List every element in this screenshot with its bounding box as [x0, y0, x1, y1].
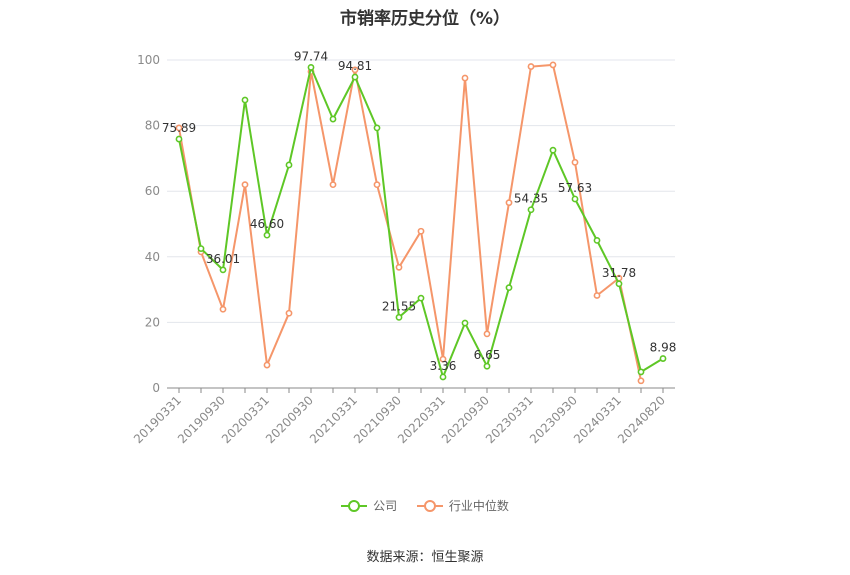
point-industry-median — [417, 227, 425, 235]
legend-company-label: 公司 — [373, 499, 398, 513]
legend: 公司 行业中位数 — [0, 497, 850, 516]
point-company — [417, 294, 425, 302]
line-chart: 0204060801002019033120190930202003312020… — [131, 49, 677, 446]
point-industry-median — [285, 309, 293, 317]
source-note: 数据来源：恒生聚源 — [366, 550, 484, 565]
point-industry-median — [593, 292, 601, 299]
data-label: 54.35 — [514, 192, 548, 206]
y-tick-label: 0 — [152, 381, 160, 395]
point-company — [307, 64, 315, 71]
point-industry-median — [241, 181, 249, 189]
point-company — [527, 206, 535, 214]
point-company — [395, 313, 403, 321]
data-label: 6.65 — [474, 348, 501, 362]
point-industry-median — [263, 361, 271, 369]
point-company — [351, 73, 359, 81]
point-company — [285, 161, 293, 169]
point-company — [593, 236, 601, 244]
data-label: 36.01 — [206, 252, 240, 266]
point-industry-median — [175, 124, 183, 132]
point-industry-median — [351, 66, 359, 74]
series-line-industry-median — [178, 63, 642, 382]
point-industry-median — [637, 377, 645, 385]
data-label: 8.98 — [650, 341, 677, 355]
point-industry-median — [571, 158, 579, 166]
point-company — [329, 115, 337, 123]
point-industry-median — [461, 74, 469, 82]
series-layer — [175, 61, 667, 385]
point-industry-median — [483, 330, 491, 338]
data-label: 75.89 — [162, 121, 196, 135]
data-label: 3.36 — [430, 359, 457, 373]
y-tick-label: 40 — [145, 250, 160, 264]
grid-layer — [167, 59, 675, 323]
legend-company-marker — [341, 499, 368, 512]
data-label: 94.81 — [338, 59, 372, 73]
point-company — [483, 362, 491, 370]
legend-item-company[interactable]: 公司 — [341, 497, 397, 514]
data-label: 21.55 — [382, 299, 416, 313]
point-company — [571, 195, 579, 203]
point-industry-median — [549, 61, 557, 69]
point-company — [373, 124, 381, 132]
point-industry-median — [527, 63, 535, 70]
point-company — [615, 280, 623, 288]
x-tick-label: 20240820 — [615, 393, 668, 446]
point-company — [659, 355, 667, 362]
point-company — [439, 373, 447, 381]
y-tick-label: 60 — [145, 184, 160, 198]
point-industry-median — [439, 355, 447, 363]
point-industry-median — [219, 305, 227, 313]
y-tick-label: 100 — [137, 53, 160, 67]
point-company — [197, 245, 205, 252]
data-label: 97.74 — [294, 49, 328, 63]
legend-item-industry-median[interactable]: 行业中位数 — [416, 497, 509, 514]
point-industry-median — [505, 199, 513, 207]
axis-layer: 0204060801002019033120190930202003312020… — [131, 53, 675, 446]
point-industry-median — [395, 263, 403, 271]
data-label-layer: 75.89 36.01 46.60 97.74 94.81 21.55 3.36 6.65 54… — [162, 49, 677, 373]
legend-industry-marker — [416, 499, 443, 512]
data-label: 57.63 — [558, 181, 592, 195]
point-company — [549, 146, 557, 154]
point-industry-median — [373, 181, 381, 189]
point-industry-median — [329, 181, 337, 189]
point-company — [175, 135, 183, 143]
point-company — [219, 266, 227, 274]
data-label: 46.60 — [250, 217, 284, 231]
point-company — [637, 368, 645, 376]
point-company — [461, 319, 469, 327]
point-company — [241, 96, 249, 104]
point-company — [505, 284, 513, 292]
point-company — [263, 231, 271, 239]
y-tick-label: 20 — [145, 315, 160, 329]
y-tick-label: 80 — [145, 119, 160, 133]
chart-title: 市销率历史分位（%） — [339, 9, 511, 29]
data-label: 31.78 — [602, 266, 636, 280]
legend-industry-label: 行业中位数 — [448, 499, 509, 513]
